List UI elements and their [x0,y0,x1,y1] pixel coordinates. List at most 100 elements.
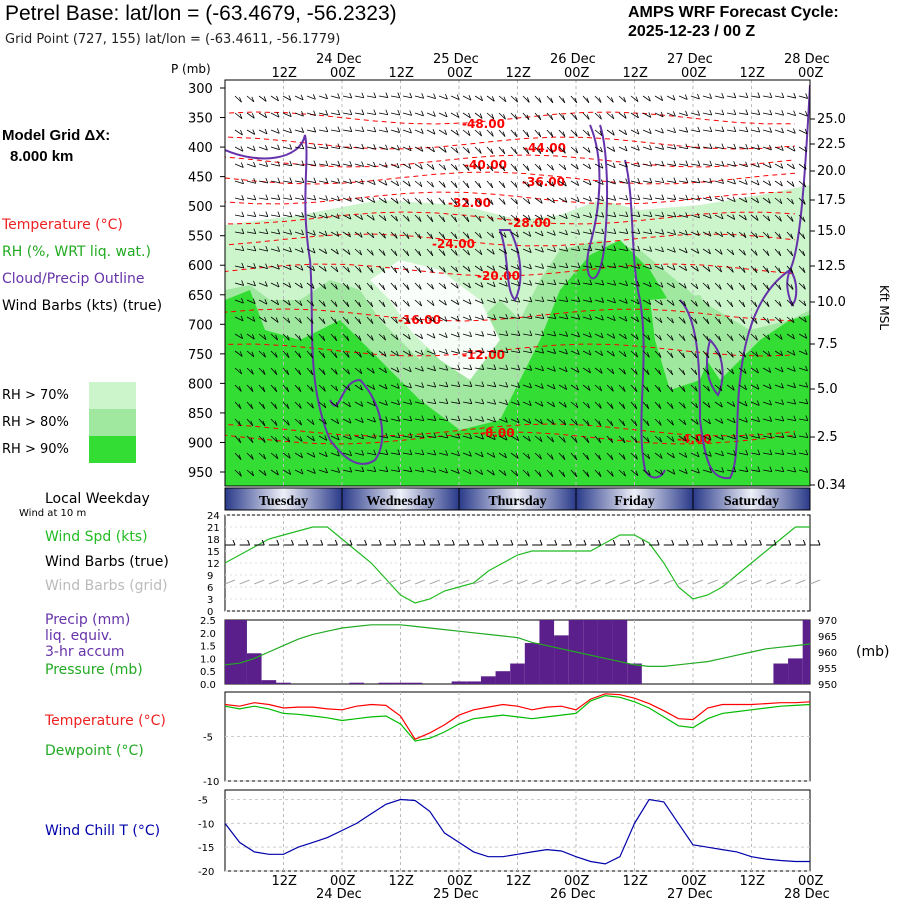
wind-barb [654,282,664,288]
temperature-contour [225,431,796,445]
wind-barb [534,350,544,354]
wind-barb [594,180,604,185]
wind-barb [522,435,531,442]
wind-barb-flag [479,249,483,255]
cross-section-frame [224,79,811,487]
temperature-contour [225,171,796,185]
wind-barb-flag [552,401,555,407]
wind-barb-flag [454,182,458,188]
wind-barb [582,316,592,321]
wind-barb-flag [443,147,447,153]
wind-barb [738,333,746,341]
wind-barb [438,333,448,338]
wind-barb [798,214,806,223]
wind-barb [282,401,290,409]
wind-barb-flag [565,279,569,285]
wind-barb [702,146,712,149]
rh80-swatch [89,409,136,436]
wind-barb [618,197,628,201]
grid-wind-barb [648,579,660,585]
wind-barb-flag [301,127,305,133]
wind-barb-flag [802,233,806,240]
wind-barb [294,469,304,475]
wind-barb-flag [660,282,664,288]
wind-barb [606,469,614,477]
wind-barb [426,384,436,388]
wind-barb [318,418,327,425]
wind-barb [378,367,387,374]
time-tick-label-bottom: 00Z [447,874,473,889]
wind-barb [318,163,328,167]
wind-barb [282,265,292,271]
wind-barb-flag [421,415,425,421]
wind-barb-flag [322,301,326,307]
wind-barb-flag [287,436,291,443]
wind-barb [474,316,484,321]
wind-barb-flag [277,228,281,235]
wind-barb [618,401,626,410]
wind-barb [594,146,603,153]
wind-barb-flag [276,469,279,476]
wind-barb [582,367,591,374]
grid-wind-barb [458,579,470,585]
pressure-tick-label-right: 960 [818,648,837,659]
temperature-line [224,693,811,740]
wind-barb [630,112,639,119]
wind-barb-flag [529,347,533,353]
wind-barb-flag [589,262,593,268]
wind-barb [522,401,532,407]
wind-barb-flag [383,334,386,341]
grid-wind-barb [575,579,587,585]
wind-barb [378,282,386,291]
wind-barb [354,367,363,375]
wind-barb-flag [467,249,470,256]
wind-barb [534,95,542,103]
wind-barb [678,95,688,100]
forecast-cycle-label: AMPS WRF Forecast Cycle: [628,4,839,21]
wind-barb-flag [598,437,602,444]
wind-barb-flag [611,368,615,374]
wind-barb [378,452,388,456]
surface-wind-barb-flag [364,539,368,546]
windchill-tick-label: -20 [198,867,214,878]
wind-barb [234,316,244,322]
wind-barb-flag [349,450,352,456]
wind-barb-flag [382,318,386,324]
wind-barb-flag [526,165,530,171]
wind-barb [798,95,808,99]
wind-barb [654,401,662,410]
wind-barb-flag [419,317,423,323]
wind-barb-flag [587,147,591,153]
wind-barb [678,197,688,201]
wind-barb-flag [769,109,773,116]
wind-barb [594,435,602,444]
legend-cloud-outline: Cloud/Precip Outline [2,271,145,287]
wind-barb [774,384,784,389]
wind-barb-flag [430,250,434,256]
pressure-tick-label: 950 [188,466,213,481]
wind-barb [318,299,326,307]
wind-barb [642,197,652,200]
wind-barb-flag [505,297,509,303]
wind-barb-flag [610,97,614,103]
wind-barb [582,299,592,303]
wind-barb [522,180,530,188]
wind-barb [570,163,579,170]
wind-barb-flag [721,196,724,202]
wind-barb-flag [277,194,281,200]
surface-wind-barb-flag [612,539,616,546]
wind-barb [390,350,399,357]
kft-tick-label: 15.0 [817,224,846,239]
wind-barb-flag [337,109,341,116]
wind-barb [534,180,542,188]
wind-barb [774,350,783,357]
wind-barb [630,452,638,460]
pressure-tick-label: 750 [188,348,213,363]
wind-barb-flag [623,470,626,477]
wind-barb [774,231,782,239]
wind-barb [726,401,735,407]
wind-barb [642,418,650,426]
wind-barb [366,384,375,390]
wind-barb-flag [514,148,518,155]
